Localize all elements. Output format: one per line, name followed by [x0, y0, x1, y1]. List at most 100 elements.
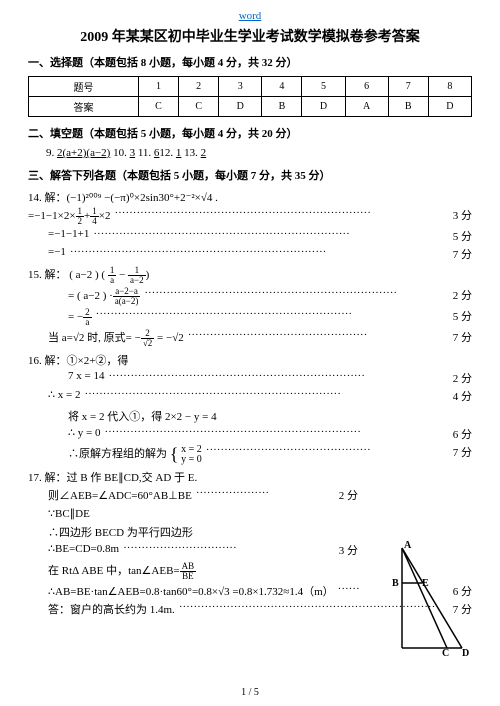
step-text: 时, 原式= − — [84, 332, 140, 344]
table-cell: 答案 — [29, 97, 139, 117]
q17-step: 则∠AEB=∠ADC=60°AB⊥BE ····················… — [48, 487, 358, 503]
step-text: ∴原解方程组的解为 — [68, 448, 167, 460]
step-text: ∴ y = 0 — [68, 426, 100, 442]
vertex-B: B — [392, 578, 399, 589]
dots: ········································… — [144, 287, 448, 306]
table-cell: 1 — [138, 77, 178, 97]
dots: ········································… — [70, 246, 449, 262]
q14-step: =−1−1+1 ································… — [48, 228, 472, 244]
step-text: ∴AB=BE·tan∠AEB=0.8·tan60°=0.8×√3 =0.8×1.… — [48, 583, 334, 599]
step-text: = − — [68, 311, 83, 323]
step-text: ×2 — [99, 210, 111, 222]
step-text: =−1 — [48, 246, 66, 262]
q17-head: 17. 解：过 B 作 BE∥CD,交 AD 于 E. — [28, 469, 472, 485]
fill-label: 12. — [159, 147, 176, 159]
dots: ········································… — [114, 207, 448, 226]
fraction: 12 — [76, 207, 85, 226]
fill-label: 11. — [135, 147, 154, 159]
fill-answers: 9. 2(a+2)(a−2) 10. 3 11. 612. 1 13. 2 — [46, 147, 472, 159]
table-cell: 4 — [262, 77, 302, 97]
fill-label: 13. — [181, 147, 200, 159]
step-text: ) — [146, 269, 150, 281]
section-3-heading: 三、解答下列各题（本题包括 5 小题，每小题 7 分，共 35 分） — [28, 167, 472, 183]
step-text: 15. 解： ( a−2 ) ( — [28, 269, 105, 281]
q15-step: 当 a=√2 时, 原式= −2√2 = −√2 ···············… — [48, 329, 472, 348]
table-cell: D — [302, 97, 345, 117]
q16-step: 7 x = 14 ·······························… — [68, 370, 472, 386]
table-cell: 5 — [302, 77, 345, 97]
fraction: 1a — [108, 266, 117, 285]
step-text: =−1−1×2× — [28, 210, 76, 222]
step-text: ∴ x = 2 — [48, 388, 80, 404]
fraction: 1a−2 — [128, 266, 146, 285]
fraction: 14 — [90, 207, 99, 226]
step-text: = ( a−2 ) · — [68, 290, 113, 302]
section-2-heading: 二、填空题（本题包括 5 小题，每小题 4 分，共 20 分） — [28, 125, 472, 141]
dots: ······························· — [123, 542, 335, 558]
dots: ········································… — [206, 444, 449, 465]
table-cell: 6 — [345, 77, 388, 97]
points: 5 分 — [453, 308, 472, 327]
section-1-heading: 一、选择题（本题包括 8 小题，每小题 4 分，共 32 分） — [28, 54, 472, 70]
table-cell: C — [138, 97, 178, 117]
step-text: = − — [154, 332, 172, 344]
table-cell: D — [219, 97, 262, 117]
points: 7 分 — [453, 444, 472, 465]
fraction: ABBE — [180, 562, 197, 581]
q15-head: 15. 解： ( a−2 ) ( 1a − 1a−2) — [28, 266, 472, 285]
fill-ans: 2(a+2)(a−2) — [57, 147, 110, 159]
table-cell: D — [428, 97, 471, 117]
dots: ········································… — [108, 370, 448, 386]
step-text: 答：窗户的高长约为 1.4m. — [48, 601, 175, 617]
vertex-A: A — [404, 540, 412, 551]
step-text: =−1−1+1 — [48, 228, 89, 244]
q15-step: = ( a−2 ) ·a−2−aa(a−2) ·················… — [68, 287, 472, 306]
q17-step: ∵BC∥DE — [48, 507, 472, 520]
step-text: 7 x = 14 — [68, 370, 104, 386]
answer-table: 题号 1 2 3 4 5 6 7 8 答案 C C D B D A B D — [28, 76, 472, 117]
fill-label: 10. — [110, 147, 129, 159]
fill-label: 9. — [46, 147, 57, 159]
step-text: 当 a= — [48, 332, 73, 344]
points: 3 分 — [453, 207, 472, 226]
brace-icon: { — [170, 444, 179, 464]
q16-step: ∴原解方程组的解为 { x = 2y = 0 ·················… — [68, 444, 472, 465]
fraction: 2√2 — [141, 329, 154, 348]
table-cell: C — [179, 97, 219, 117]
q16-step: ∴ y = 0 ································… — [68, 426, 472, 442]
points: 4 分 — [453, 388, 472, 404]
points: 6 分 — [453, 426, 472, 442]
points: 7 分 — [453, 329, 472, 348]
step-text: 在 RtΔ ABE 中，tan∠AEB= — [48, 565, 180, 577]
table-cell: B — [388, 97, 428, 117]
points: 2 分 — [453, 287, 472, 306]
table-row: 答案 C C D B D A B D — [29, 97, 472, 117]
table-cell: 7 — [388, 77, 428, 97]
table-cell: 题号 — [29, 77, 139, 97]
points: 5 分 — [453, 228, 472, 244]
table-cell: B — [262, 97, 302, 117]
dots: ···················· — [196, 487, 335, 503]
points: 2 分 — [339, 487, 358, 503]
system: x = 2y = 0 — [181, 445, 202, 465]
table-cell: 2 — [179, 77, 219, 97]
page-title: 2009 年某某区初中毕业生学业考试数学模拟卷参考答案 — [28, 26, 472, 46]
fraction: a−2−aa(a−2) — [113, 287, 141, 306]
points: 7 分 — [453, 246, 472, 262]
dots: ········································… — [96, 308, 449, 327]
q16-head: 16. 解：①×2+②，得 — [28, 352, 472, 368]
dots: ········································… — [84, 388, 448, 404]
table-row: 题号 1 2 3 4 5 6 7 8 — [29, 77, 472, 97]
dots: ········································… — [188, 329, 449, 348]
q15-step: = −2a ··································… — [68, 308, 472, 327]
q16-step: ∴ x = 2 ································… — [48, 388, 472, 404]
vertex-C: C — [442, 648, 449, 658]
step-text: ∴BE=CD=0.8m — [48, 542, 119, 558]
q14-step: =−1−1×2×12+14×2 ························… — [28, 207, 472, 226]
dots: ········································… — [93, 228, 448, 244]
vertex-E: E — [422, 578, 429, 589]
dots: ········································… — [104, 426, 448, 442]
table-cell: 3 — [219, 77, 262, 97]
q16-step: 将 x = 2 代入①，得 2×2 − y = 4 — [68, 408, 472, 424]
fill-ans: 2 — [201, 147, 207, 159]
